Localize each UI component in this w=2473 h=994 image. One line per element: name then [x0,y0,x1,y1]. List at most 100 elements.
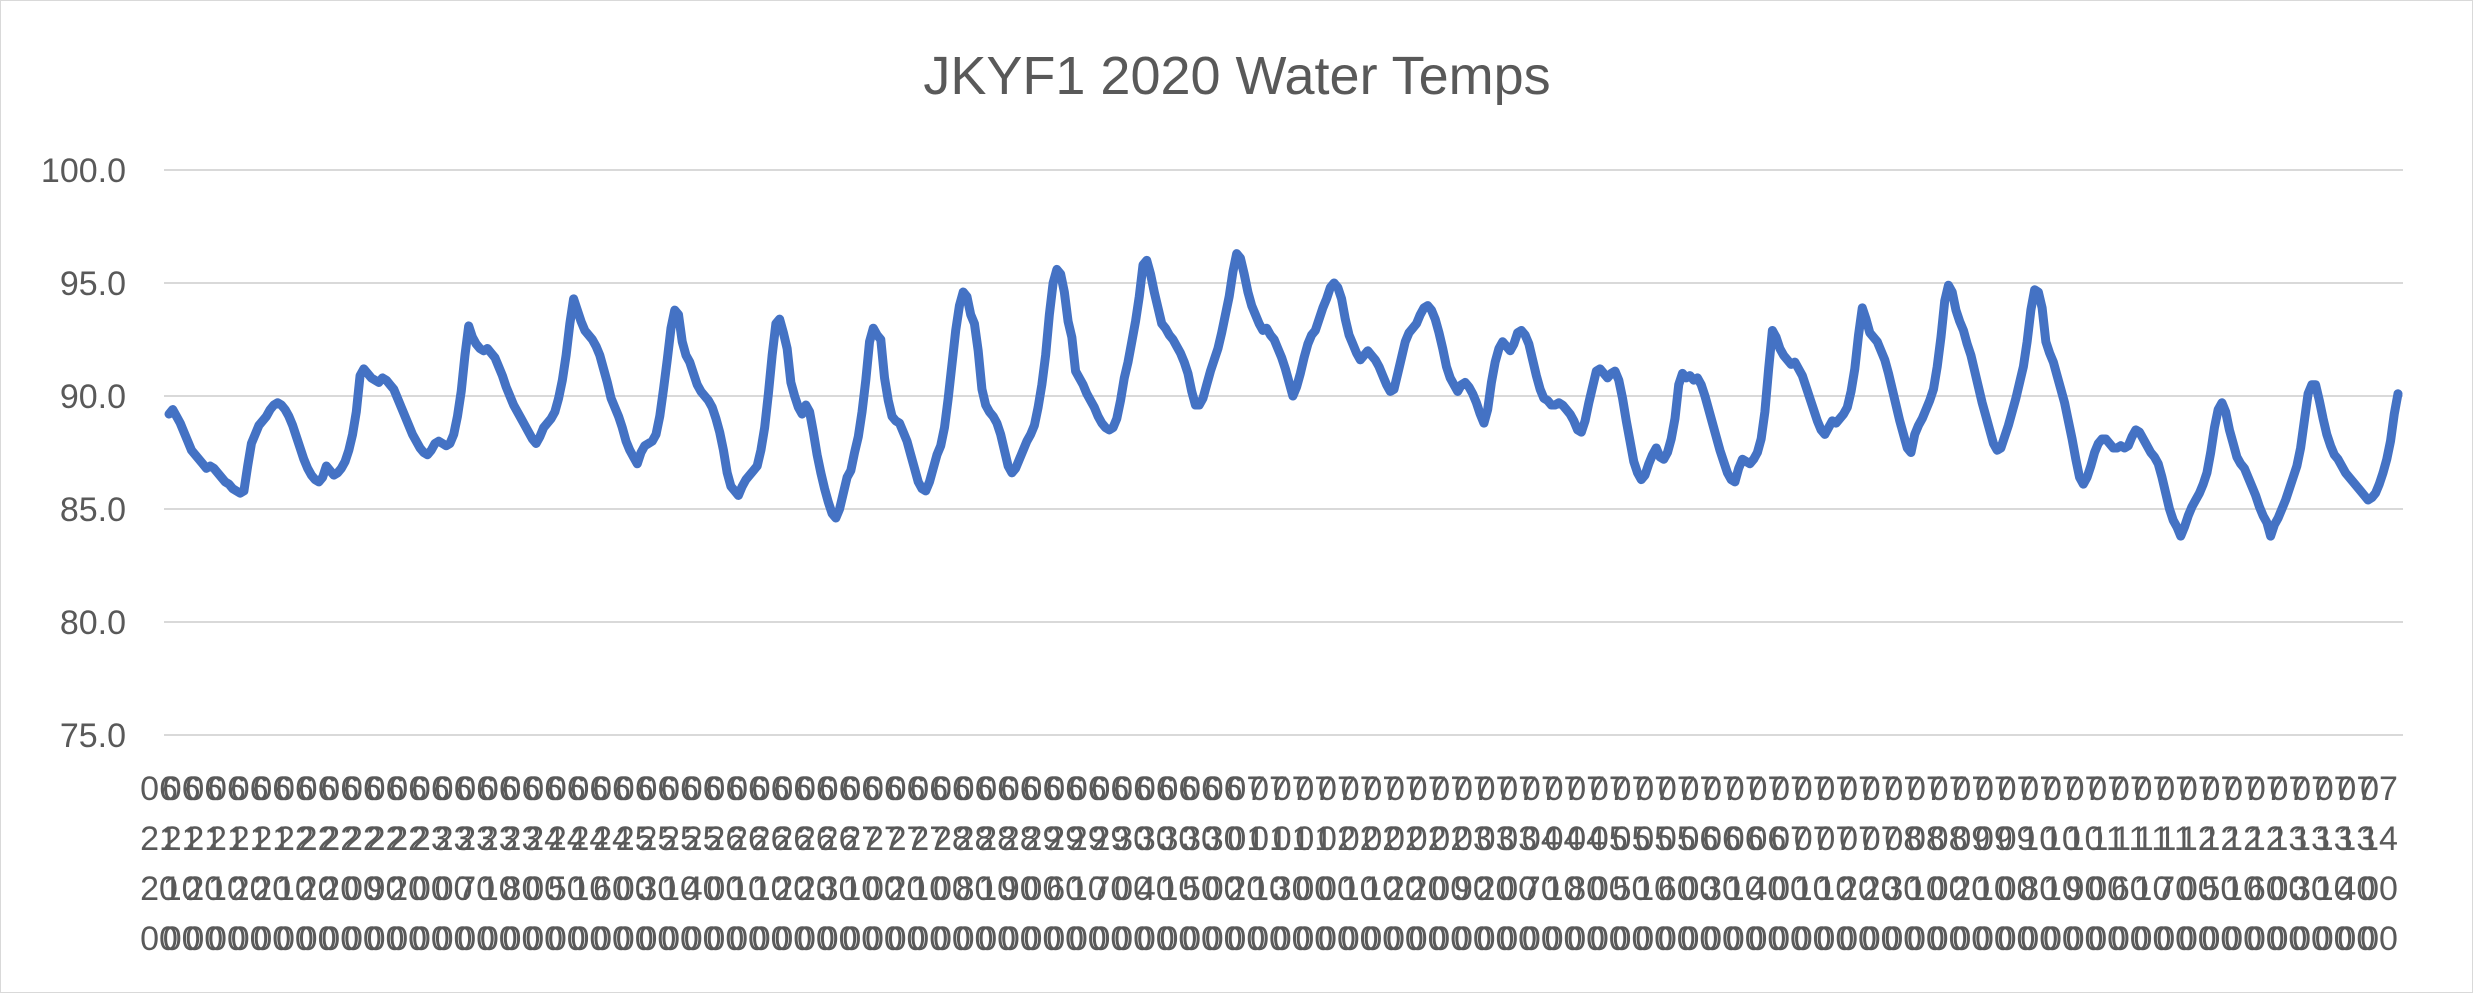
x-tick-label: 06 22 20 00 [389,770,427,958]
y-tick-label: 75.0 [60,717,126,755]
x-tick-label: 06 26 20 00 [797,770,835,958]
y-tick-label: 100.0 [41,152,126,190]
x-tick-label: 07 01 20 00 [1227,770,1265,958]
x-tick-label: 07 13 10 00 [2315,770,2353,958]
x-tick-label: 07 12 00 00 [2179,770,2217,958]
x-tick-label: 07 01 00 00 [1295,770,1333,958]
x-tick-label: 06 22 20 00 [299,770,337,958]
series-layer [164,249,2403,541]
x-tick-label: 06 30 40 00 [1137,770,1175,958]
x-tick-label: 07 05 00 00 [1590,770,1628,958]
x-tick-label: 07 02 00 00 [1318,770,1356,958]
x-tick-label: 07 05 60 00 [1658,770,1696,958]
x-tick-label: 06 29 70 00 [1092,770,1130,958]
x-tick-label: 07 06 00 00 [1680,770,1718,958]
x-tick-label: 07 08 10 00 [1907,770,1945,958]
series-line [164,249,2403,541]
x-tick-label: 07 07 20 00 [1862,770,1900,958]
x-tick-label: 06 26 30 00 [820,770,858,958]
x-tick-label: 07 03 20 00 [1477,770,1515,958]
x-tick-label: 06 26 00 00 [706,770,744,958]
x-tick-label: 06 29 60 00 [1046,770,1084,958]
x-tick-label: 07 04 80 00 [1567,770,1605,958]
x-tick-label: 07 05 50 00 [1613,770,1651,958]
x-tick-label: 07 13 00 00 [2269,770,2307,958]
x-tick-label: 07 12 60 00 [2247,770,2285,958]
x-tick-label: 06 24 50 00 [548,770,586,958]
x-tick-label: 07 06 40 00 [1748,770,1786,958]
x-tick-label: 06 24 60 00 [593,770,631,958]
x-tick-label: 06 26 20 00 [774,770,812,958]
x-tick-label: 07 07 00 00 [1771,770,1809,958]
y-tick-label: 90.0 [60,378,126,416]
x-tick-label: 07 07 20 00 [1839,770,1877,958]
x-tick-label: 06 23 10 00 [480,770,518,958]
x-tick-label: 07 01 10 00 [1250,770,1288,958]
x-tick-label: 07 02 10 00 [1363,770,1401,958]
x-tick-label: 07 02 00 00 [1431,770,1469,958]
x-tick-label: 07 06 10 00 [1726,770,1764,958]
x-tick-label: 07 04 70 00 [1522,770,1560,958]
x-tick-label: 06 30 10 00 [1159,770,1197,958]
x-tick-label: 06 23 70 00 [457,770,495,958]
x-tick-label: 07 02 20 00 [1409,770,1447,958]
x-tick-label: 06 24 00 00 [525,770,563,958]
x-tick-label: 07 10 10 00 [2043,770,2081,958]
x-tick-label: 07 10 90 00 [2066,770,2104,958]
x-tick-label: 06 22 90 00 [367,770,405,958]
x-tick-label: 06 26 10 00 [729,770,767,958]
x-tick-label: 07 12 10 00 [2224,770,2262,958]
x-tick-label: 06 21 20 00 [185,770,223,958]
x-tick-label: 06 27 00 00 [865,770,903,958]
x-tick-label: 06 25 00 00 [616,770,654,958]
x-tick-label: 07 11 10 00 [2134,770,2172,958]
x-tick-label: 07 13 30 00 [2292,770,2330,958]
x-tick-label: 06 30 50 00 [1182,770,1220,958]
x-tick-label: 06 21 20 00 [140,770,178,958]
x-tick-label: 07 11 00 00 [2088,770,2126,958]
x-tick-label: 06 22 20 00 [321,770,359,958]
x-tick-label: 07 08 00 00 [1930,770,1968,958]
x-tick-label: 06 27 10 00 [842,770,880,958]
x-tick-label: 07 06 30 00 [1703,770,1741,958]
y-tick-label: 80.0 [60,604,126,642]
x-tick-label: 07 10 80 00 [2020,770,2058,958]
gridlines [164,169,2403,736]
x-tick-label: 07 03 00 00 [1499,770,1537,958]
x-tick-label: 07 04 10 00 [1545,770,1583,958]
x-tick-label: 06 24 10 00 [570,770,608,958]
x-tick-label: 06 21 10 00 [163,770,201,958]
x-tick-label: 06 21 20 00 [253,770,291,958]
x-tick-label: 06 29 00 00 [1024,770,1062,958]
x-tick-label: 06 28 80 00 [956,770,994,958]
x-tick-label: 06 25 30 00 [638,770,676,958]
x-tick-label: 06 25 10 00 [661,770,699,958]
x-tick-label: 06 30 00 00 [1114,770,1152,958]
y-tick-label: 85.0 [60,491,126,529]
x-tick-label: 07 09 10 00 [1975,770,2013,958]
y-axis-labels: 100.0 95.0 90.0 85.0 80.0 75.0 [41,152,126,755]
x-tick-label: 07 09 20 00 [1952,770,1990,958]
x-tick-label: 06 21 20 00 [231,770,269,958]
x-tick-label: 07 11 60 00 [2111,770,2149,958]
x-tick-label: 06 26 10 00 [752,770,790,958]
x-tick-label: 06 22 00 00 [344,770,382,958]
x-tick-label: 06 27 20 00 [888,770,926,958]
x-tick-label: 07 03 90 00 [1454,770,1492,958]
x-tick-label: 07 13 40 00 [2337,770,2375,958]
x-tick-label: 06 25 40 00 [684,770,722,958]
x-tick-label: 06 23 00 00 [435,770,473,958]
x-tick-label: 07 07 10 00 [1816,770,1854,958]
x-tick-label: 06 27 10 00 [910,770,948,958]
chart-title: JKYF1 2020 Water Temps [923,46,1550,106]
x-tick-label: 06 22 10 00 [276,770,314,958]
x-tick-label: 06 28 00 00 [933,770,971,958]
x-tick-label: 07 12 50 00 [2202,770,2240,958]
x-tick-label: 07 14 00 00 [2360,770,2398,958]
x-tick-label: 06 28 10 00 [978,770,1016,958]
x-tick-label: 07 11 70 00 [2156,770,2194,958]
x-tick-label: 06 21 10 00 [208,770,246,958]
